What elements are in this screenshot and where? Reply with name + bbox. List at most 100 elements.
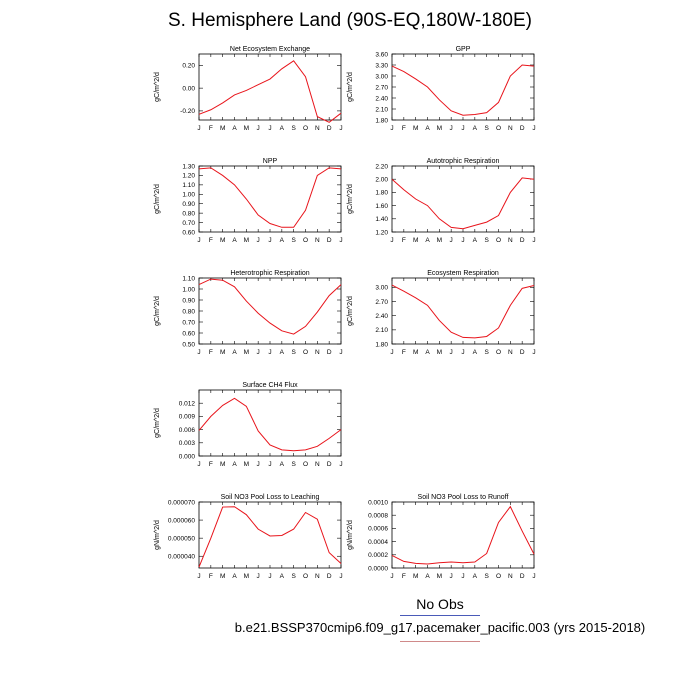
y-tick-label: 0.0000 — [368, 565, 388, 572]
plot-frame — [391, 277, 535, 345]
x-tick-label: J — [339, 349, 342, 356]
x-tick-label: D — [327, 237, 332, 244]
y-tick-label: 2.40 — [375, 95, 388, 102]
x-tick-label: J — [532, 349, 535, 356]
panel-title: Net Ecosystem Exchange — [230, 46, 310, 53]
x-tick-label: J — [268, 461, 271, 468]
panel-title: Ecosystem Respiration — [427, 270, 499, 277]
x-tick-label: F — [209, 349, 213, 356]
x-tick-label: M — [244, 125, 249, 132]
x-tick-label: J — [390, 349, 393, 356]
series-line — [198, 167, 342, 228]
x-tick-label: A — [473, 349, 478, 356]
x-tick-label: A — [232, 349, 237, 356]
panel-title: Heterotrophic Respiration — [230, 270, 309, 277]
x-tick-label: M — [220, 573, 225, 580]
series-line — [198, 397, 342, 452]
x-tick-label: S — [484, 349, 489, 356]
y-tick-label: 0.012 — [179, 401, 196, 408]
x-tick-label: O — [496, 125, 501, 132]
figure-title: S. Hemisphere Land (90S-EQ,180W-180E) — [168, 10, 532, 31]
x-tick-label: A — [425, 237, 430, 244]
y-tick-label: 1.30 — [182, 163, 195, 170]
x-tick-label: D — [520, 349, 525, 356]
y-tick-label: 1.80 — [375, 341, 388, 348]
panel-title: GPP — [456, 46, 471, 53]
x-tick-label: O — [303, 461, 308, 468]
x-tick-label: J — [197, 349, 200, 356]
y-axis-label: gC/m^2/d — [154, 408, 161, 438]
x-tick-label: A — [280, 237, 285, 244]
y-tick-label: 0.70 — [182, 319, 195, 326]
x-tick-label: J — [339, 573, 342, 580]
x-tick-label: J — [450, 125, 453, 132]
panel-title: Soil NO3 Pool Loss to Leaching — [221, 494, 320, 501]
y-tick-label: 0.90 — [182, 297, 195, 304]
y-tick-label: 0.0004 — [368, 539, 388, 546]
x-tick-label: N — [508, 349, 513, 356]
y-tick-label: 1.20 — [375, 229, 388, 236]
y-axis-label: gC/m^2/d — [154, 184, 161, 214]
y-tick-label: -0.20 — [180, 108, 195, 115]
legend-label: No Obs — [416, 596, 464, 612]
x-tick-label: J — [257, 461, 260, 468]
x-tick-label: J — [257, 573, 260, 580]
y-tick-label: 0.90 — [182, 201, 195, 208]
y-tick-label: 0.70 — [182, 220, 195, 227]
x-tick-label: N — [508, 573, 513, 580]
x-tick-label: O — [496, 349, 501, 356]
plot-frame — [198, 165, 342, 233]
y-tick-label: 0.60 — [182, 229, 195, 236]
x-tick-label: J — [197, 125, 200, 132]
x-tick-label: M — [413, 573, 418, 580]
y-tick-label: 0.0010 — [368, 499, 388, 506]
y-tick-label: 0.000 — [179, 453, 196, 460]
x-tick-label: J — [339, 125, 342, 132]
chart-panel: Soil NO3 Pool Loss to Leaching gN/m^2/d J F… — [154, 494, 343, 580]
x-tick-label: J — [450, 349, 453, 356]
x-tick-label: S — [484, 237, 489, 244]
y-axis-label: gC/m^2/d — [347, 184, 354, 214]
x-tick-label: J — [461, 349, 464, 356]
panel-title: NPP — [263, 158, 278, 165]
legend-line-top — [400, 615, 480, 616]
x-tick-label: A — [232, 461, 237, 468]
y-tick-label: 0.003 — [179, 440, 196, 447]
x-tick-label: M — [437, 237, 442, 244]
y-tick-label: 0.000070 — [168, 499, 195, 506]
x-tick-label: M — [244, 349, 249, 356]
x-tick-label: S — [484, 573, 489, 580]
y-tick-label: 1.00 — [182, 192, 195, 199]
x-tick-label: J — [450, 237, 453, 244]
x-tick-label: J — [257, 349, 260, 356]
y-tick-label: 0.0008 — [368, 513, 388, 520]
x-tick-label: F — [209, 461, 213, 468]
y-tick-label: 0.80 — [182, 210, 195, 217]
x-tick-label: N — [315, 125, 320, 132]
x-tick-label: F — [402, 125, 406, 132]
y-tick-label: 1.80 — [375, 190, 388, 197]
x-tick-label: J — [390, 125, 393, 132]
x-tick-label: O — [303, 573, 308, 580]
x-tick-label: S — [291, 237, 296, 244]
x-tick-label: J — [197, 461, 200, 468]
y-tick-label: 0.0002 — [368, 552, 388, 559]
x-tick-label: A — [232, 237, 237, 244]
x-tick-label: J — [268, 573, 271, 580]
series-line — [391, 64, 535, 116]
x-tick-label: J — [461, 125, 464, 132]
x-tick-label: O — [303, 349, 308, 356]
x-tick-label: J — [197, 573, 200, 580]
x-tick-label: O — [496, 237, 501, 244]
x-tick-label: S — [291, 349, 296, 356]
x-tick-label: J — [390, 237, 393, 244]
x-tick-label: M — [437, 573, 442, 580]
x-tick-label: O — [496, 573, 501, 580]
y-tick-label: 2.70 — [375, 299, 388, 306]
y-tick-label: 1.60 — [375, 203, 388, 210]
